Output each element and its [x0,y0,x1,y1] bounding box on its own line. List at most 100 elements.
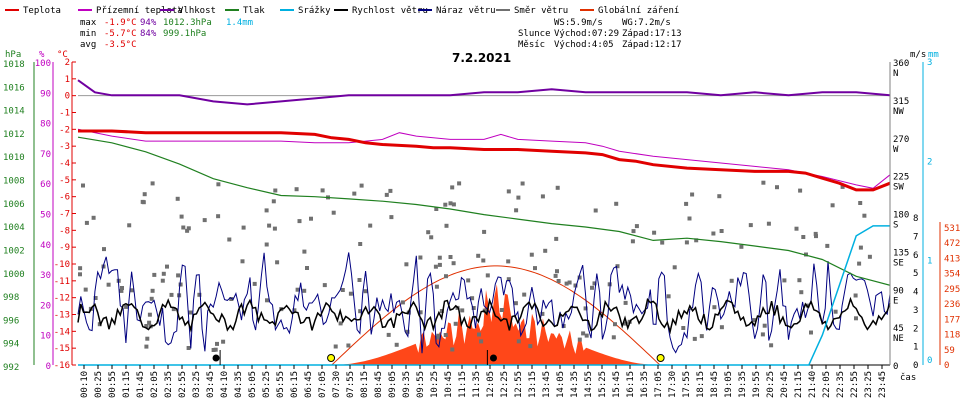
legend-label: Přízemní teplota [96,6,183,16]
time-tick-label: 21:40 [808,371,818,398]
wind-direction-point [448,201,453,206]
pct-tick-label: 90 [40,89,51,99]
time-tick-label: 12:05 [486,371,496,398]
time-tick-label: 18:45 [710,371,720,398]
wind-direction-point [762,323,767,328]
time-tick-label: 07:55 [346,371,356,398]
wind-direction-point [553,273,558,278]
pct-tick-label: 40 [40,241,51,251]
wind-direction-point [543,248,548,253]
wind-direction-point [264,208,269,213]
wind-direction-point [729,278,734,283]
pct-tick-label: 0 [46,362,51,372]
temp-tick-label: 2 [65,58,70,68]
wind-direction-point [144,344,149,349]
moon-set-marker [489,354,497,362]
legend-label: Globální záření [598,6,679,16]
dir-tick-compass: E [893,296,898,306]
stat-max-press: 1012.3hPa [163,18,212,28]
wind-direction-point [798,188,803,193]
moon-rise-marker [212,354,220,362]
wind-direction-point [672,265,677,270]
dir-tick-compass: SE [893,258,904,268]
mm-tick-label: 3 [927,58,932,68]
wind-direction-point [292,308,297,313]
wind-direction-point [516,195,521,200]
wind-direction-point [590,285,594,290]
wind-direction-point [615,264,620,269]
wind-direction-point [471,306,476,310]
wind-direction-point [444,274,448,279]
hpa-tick-label: 1018 [3,60,25,70]
wind-direction-point [161,271,166,276]
wind-direction-point [555,185,560,190]
sun-set-marker [656,354,665,362]
wind-direction-point [867,254,872,259]
wind-direction-point [809,330,813,335]
wind-direction-point [711,231,716,236]
time-tick-label: 10:45 [444,371,454,398]
wind-direction-point [102,247,106,252]
wind-direction-point [794,226,799,231]
wind-direction-point [439,309,444,313]
wind-direction-point [197,292,202,297]
wind-direction-point [782,278,787,283]
ms-tick-label: 2 [913,324,918,334]
wind-direction-point [91,215,96,220]
wind-direction-point [555,269,559,274]
time-tick-label: 07:05 [318,371,328,398]
wind-direction-point [450,347,455,352]
time-tick-label: 05:25 [262,371,272,398]
time-tick-label: 07:30 [332,371,342,398]
legend-label: Vlhkost [178,6,216,16]
x-axis-label: čas [900,372,916,383]
hpa-tick-label: 1008 [3,177,25,187]
time-tick-label: 00:55 [108,371,118,398]
hpa-tick-label: 998 [3,293,19,303]
wind-direction-point [862,213,867,218]
wind-direction-point [267,223,272,228]
time-tick-label: 20:45 [780,371,790,398]
wind-direction-point [147,320,152,325]
wind-direction-point [358,242,363,246]
time-tick-label: 12:55 [514,371,524,398]
pct-tick-label: 100 [35,59,51,69]
wind-direction-point [181,225,186,230]
wind-direction-point [418,310,423,315]
wind-direction-point [140,199,145,204]
wind-direction-point [359,183,364,188]
time-tick-label: 01:15 [122,371,132,398]
wind-direction-point [739,244,744,249]
stat-min-press: 999.1hPa [163,29,206,39]
pct-tick-label: 20 [40,301,51,311]
wind-direction-point [227,237,232,242]
temp-tick-label: -11 [54,277,70,287]
rad-tick-label: 413 [944,254,960,264]
wind-direction-point [272,226,277,231]
time-tick-label: 05:05 [248,371,258,398]
temp-tick-label: -14 [54,327,70,337]
rad-tick-label: 354 [944,270,960,280]
time-tick-label: 09:35 [402,371,412,398]
wind-direction-point [522,292,527,297]
wind-direction-point [717,194,722,199]
mm-tick-label: 1 [927,257,932,267]
time-tick-label: 17:05 [654,371,664,398]
wind-direction-point [506,189,511,194]
wind-direction-point [451,261,456,266]
wind-direction-point [681,326,686,330]
wind-direction-point [593,208,598,213]
stats-block: max -1.9°C 94% 1012.3hPa 1.4mm min -5.7°C 84% 99… [80,18,682,65]
time-tick-label: 22:05 [822,371,832,398]
hpa-tick-label: 996 [3,316,19,326]
wind-direction-point [805,303,810,308]
wind-direction-point [583,306,588,311]
stat-max-rain: 1.4mm [226,18,253,28]
time-tick-label: 15:25 [598,371,608,398]
wind-direction-point [252,281,257,286]
time-tick-label: 06:45 [304,371,314,398]
time-tick-label: 12:25 [500,371,510,398]
temp-tick-label: -16 [54,361,70,371]
dir-tick-compass: W [893,145,899,155]
wind-direction-point [699,334,704,339]
